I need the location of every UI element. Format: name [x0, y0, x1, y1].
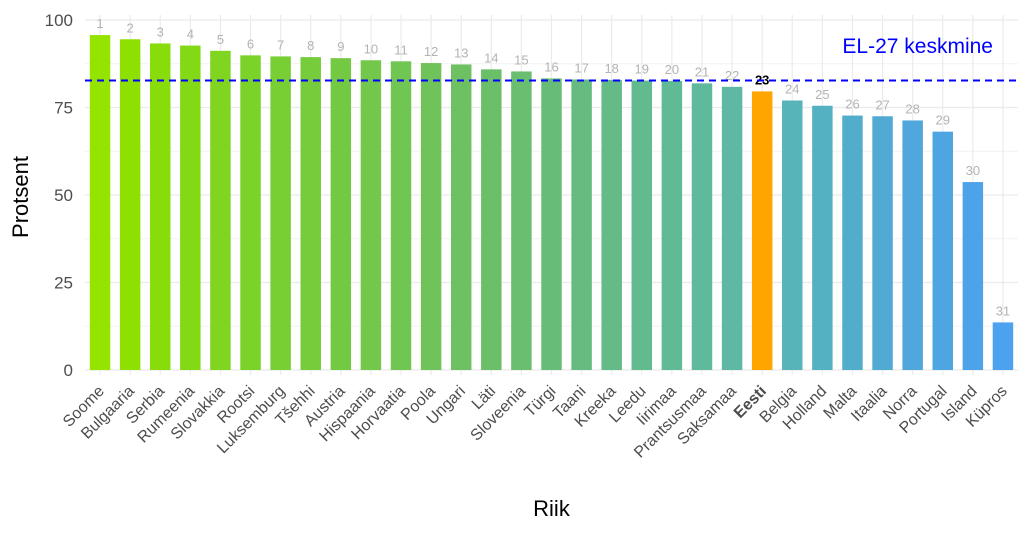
bar — [541, 78, 562, 370]
bar — [360, 60, 382, 370]
rank-label: 27 — [875, 97, 889, 112]
bar — [481, 69, 502, 370]
bar — [89, 35, 111, 371]
rank-label: 1 — [96, 16, 103, 31]
rank-label: 6 — [247, 36, 254, 51]
rank-label: 31 — [996, 303, 1010, 318]
rank-label: 22 — [725, 68, 739, 83]
rank-label: 2 — [127, 20, 134, 35]
rank-label: 19 — [635, 62, 649, 77]
rank-label: 21 — [695, 64, 709, 79]
rank-label: 3 — [157, 24, 164, 39]
rank-label: 16 — [544, 59, 558, 74]
y-tick-label: 75 — [54, 99, 73, 118]
bar — [872, 116, 893, 370]
bar — [210, 50, 231, 371]
bar — [812, 105, 833, 370]
bar — [511, 71, 532, 370]
rank-label: 28 — [905, 101, 919, 116]
bar — [390, 61, 412, 371]
rank-label: 30 — [966, 163, 980, 178]
bar — [180, 45, 201, 371]
rank-label: 18 — [604, 61, 618, 76]
bar — [661, 80, 683, 371]
rank-label: 15 — [514, 52, 528, 67]
y-tick-label: 25 — [54, 274, 73, 293]
rank-label: 8 — [307, 38, 314, 53]
rank-label: 24 — [785, 82, 799, 97]
rank-label: 4 — [187, 27, 194, 42]
x-axis-title: Riik — [533, 496, 571, 521]
bar — [992, 322, 1014, 370]
x-tick-label: Türgi — [522, 383, 560, 421]
bars — [89, 35, 1014, 371]
rank-label: 29 — [936, 113, 950, 128]
rank-label: 17 — [574, 61, 588, 76]
bar — [932, 131, 953, 370]
rank-label: 20 — [665, 62, 679, 77]
bar — [150, 43, 171, 370]
bar — [420, 63, 442, 371]
y-axis-title: Protsent — [8, 156, 33, 238]
bar — [691, 83, 713, 370]
y-axis-ticks: 0 25 50 75 100 — [45, 11, 73, 380]
bar — [631, 80, 653, 371]
rank-label: 7 — [277, 37, 284, 52]
bar — [842, 115, 863, 370]
rank-label: 26 — [845, 97, 859, 112]
bar — [450, 64, 472, 370]
bar — [571, 79, 592, 370]
bar — [119, 39, 141, 370]
eu-average-label: EL-27 keskmine — [842, 35, 993, 58]
rank-label: 25 — [815, 87, 829, 102]
rank-label: 9 — [337, 39, 344, 54]
rank-label: 10 — [364, 41, 378, 56]
y-tick-label: 100 — [45, 11, 73, 30]
rank-label: 14 — [484, 50, 498, 65]
x-axis-ticks: SoomeBulgaariaSerbiaRumeeniaSlovakkiaRoo… — [60, 383, 1011, 462]
rank-label: 11 — [394, 42, 408, 57]
bar — [240, 55, 261, 370]
rank-label: 13 — [454, 45, 468, 60]
y-tick-label: 0 — [64, 361, 73, 380]
bar — [721, 86, 743, 370]
bar — [601, 79, 622, 370]
bar — [782, 100, 803, 370]
rank-label: 12 — [424, 44, 438, 59]
rank-label: 5 — [217, 32, 224, 47]
bar — [270, 56, 291, 371]
y-tick-label: 50 — [54, 186, 73, 205]
bar — [330, 58, 352, 371]
bar — [902, 120, 923, 370]
bar — [300, 57, 321, 370]
bar — [751, 91, 773, 371]
bar — [962, 182, 984, 370]
